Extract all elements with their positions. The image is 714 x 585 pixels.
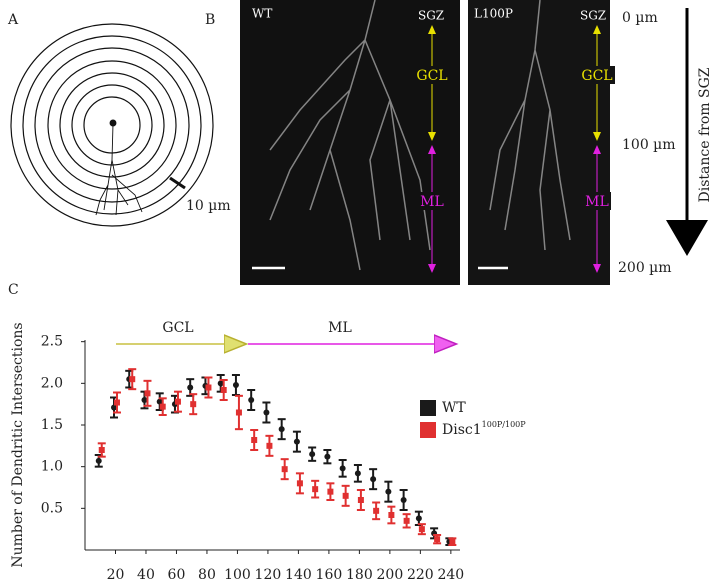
label-bg xyxy=(414,66,450,84)
point xyxy=(248,397,255,403)
x-tick-label: 100 xyxy=(224,567,251,583)
legend-swatch xyxy=(420,400,436,416)
point xyxy=(129,376,136,383)
layer-label: ML xyxy=(585,194,609,210)
y-axis-label: Number of Dendritic Intersections xyxy=(10,322,26,567)
x-tick-label: 140 xyxy=(285,567,312,583)
point xyxy=(434,536,441,543)
point xyxy=(373,507,380,514)
point xyxy=(156,398,163,405)
point xyxy=(263,409,270,416)
point xyxy=(159,403,166,410)
point xyxy=(418,526,425,533)
point xyxy=(339,465,346,472)
dendrites xyxy=(269,0,571,271)
label-bg xyxy=(579,66,615,84)
y-tick-label: 2.0 xyxy=(41,375,63,391)
scale-label: 10 µm xyxy=(186,198,231,214)
legend-label: Disc1100P/100P xyxy=(442,420,526,438)
label-bg xyxy=(418,192,446,210)
neuron-sketch xyxy=(95,119,143,216)
x-tick-label: 200 xyxy=(377,567,404,583)
legend-name: Disc1 xyxy=(442,422,482,438)
layer-label: GCL xyxy=(416,68,447,84)
point xyxy=(98,447,105,453)
point xyxy=(403,517,410,524)
point xyxy=(309,451,316,458)
legend-name: WT xyxy=(442,400,466,416)
x-tick-label: 160 xyxy=(316,567,343,583)
x-tick-label: 180 xyxy=(346,567,373,583)
point xyxy=(141,397,148,403)
point xyxy=(113,399,120,406)
layer-label: ML xyxy=(420,194,444,210)
legend-label: WT xyxy=(442,400,466,416)
distance-label: Distance from SGZ xyxy=(697,67,713,202)
point xyxy=(357,497,364,503)
point xyxy=(400,497,407,503)
point xyxy=(354,470,361,477)
y-tick-label: 2.5 xyxy=(41,334,63,350)
point xyxy=(296,480,303,487)
point xyxy=(278,426,285,433)
annotation: GCL xyxy=(162,320,193,336)
micrograph xyxy=(240,0,460,285)
x-tick-label: 60 xyxy=(168,567,186,583)
x-tick-label: 80 xyxy=(198,567,216,583)
label-bg xyxy=(583,192,611,210)
micrograph xyxy=(468,0,610,285)
point xyxy=(370,476,377,483)
point xyxy=(95,457,102,464)
x-tick-label: 220 xyxy=(407,567,434,583)
point xyxy=(110,404,117,411)
scale-bar xyxy=(169,176,186,190)
point xyxy=(174,398,181,405)
image-label: L100P xyxy=(474,7,513,21)
point xyxy=(327,488,334,495)
y-tick-label: 1.0 xyxy=(41,459,63,475)
y-tick-label: 0.5 xyxy=(41,500,63,516)
point xyxy=(235,409,242,416)
panel-label: C xyxy=(8,282,19,298)
point xyxy=(415,515,422,522)
distance-tick: 0 µm xyxy=(622,10,658,26)
point xyxy=(187,384,194,391)
point xyxy=(388,512,395,518)
point xyxy=(144,390,151,397)
y-tick-label: 1.5 xyxy=(41,417,63,433)
layer-label: SGZ xyxy=(418,9,444,23)
distance-tick: 100 µm xyxy=(622,137,676,153)
point xyxy=(385,488,392,495)
point xyxy=(266,442,273,449)
point xyxy=(281,466,288,473)
point xyxy=(190,401,197,408)
point xyxy=(232,382,239,388)
point xyxy=(251,437,258,443)
annotation: ML xyxy=(328,320,352,336)
panel-label: A xyxy=(7,12,19,28)
point xyxy=(205,384,212,391)
concentric-circles xyxy=(10,23,214,227)
panel-label: B xyxy=(205,12,215,28)
point xyxy=(293,438,300,445)
point xyxy=(324,453,331,460)
layer-label: GCL xyxy=(581,68,612,84)
x-tick-label: 240 xyxy=(437,567,464,583)
image-label: WT xyxy=(252,7,272,21)
legend-superscript: 100P/100P xyxy=(482,420,527,429)
layer-label: SGZ xyxy=(580,9,606,23)
point xyxy=(449,538,456,545)
point xyxy=(312,486,319,493)
point xyxy=(217,380,224,387)
x-tick-label: 40 xyxy=(137,567,155,583)
legend-swatch xyxy=(420,422,436,438)
x-tick-label: 120 xyxy=(255,567,282,583)
x-tick-label: 20 xyxy=(107,567,125,583)
distance-tick: 200 µm xyxy=(618,260,672,276)
point xyxy=(220,387,227,393)
point xyxy=(342,492,349,499)
